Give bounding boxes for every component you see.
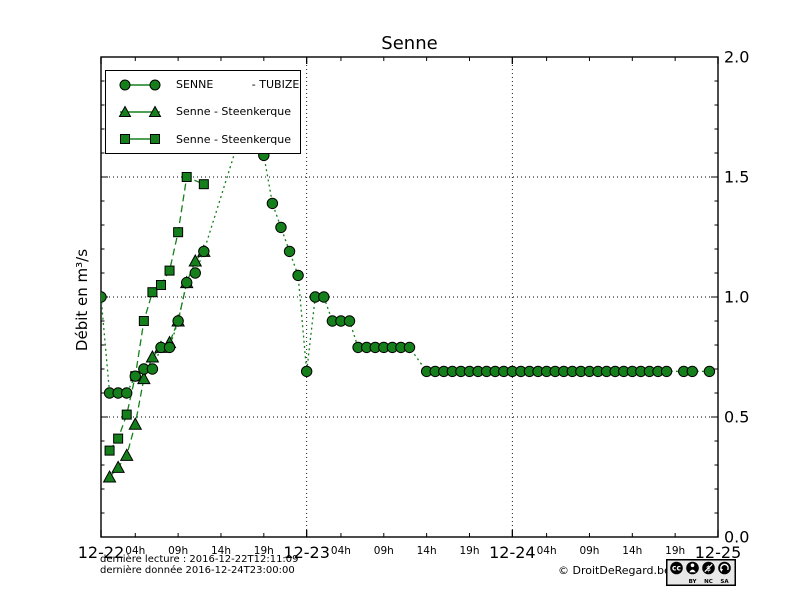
data-point-square <box>147 287 158 298</box>
legend-label-steenkerque-1: Senne - Steenkerque <box>176 105 292 119</box>
x-tick-hour-label: 04h <box>125 545 145 557</box>
x-tick-hour-label: 09h <box>374 545 394 557</box>
x-tick-date-label: 12-23 <box>283 543 330 562</box>
x-tick-hour-label: 14h <box>622 545 642 557</box>
data-point-circle <box>121 387 133 399</box>
data-point-circle <box>198 245 210 258</box>
data-point-square <box>113 433 124 444</box>
legend-label-steenkerque-2: Senne - Steenkerque <box>176 132 292 146</box>
triangle-line-marker-icon <box>118 105 162 117</box>
y-tick-label: 2.0 <box>724 48 749 67</box>
x-tick-date-label: 12-22 <box>78 543 125 562</box>
copyright-text: © DroitDeRegard.be <box>558 564 671 577</box>
x-tick-hour-label: 19h <box>459 545 479 557</box>
legend-item-steenkerque-2: Senne - Steenkerque <box>106 126 300 152</box>
data-point-circle <box>660 365 673 378</box>
cc-sa-label: SA <box>720 579 729 585</box>
data-point-circle <box>163 341 176 354</box>
data-point-triangle <box>128 417 143 430</box>
y-tick-label: 0.0 <box>724 528 749 547</box>
legend-item-tubize: SENNE - TUBIZE <box>106 72 300 98</box>
x-tick-hour-label: 04h <box>331 545 351 557</box>
x-tick-hour-label: 09h <box>168 545 188 557</box>
circle-line-marker-icon <box>119 79 161 91</box>
data-point-circle <box>146 363 159 375</box>
data-point-circle <box>300 365 313 378</box>
x-tick-hour-label: 14h <box>417 545 437 557</box>
data-point-circle <box>292 269 304 282</box>
data-point-circle <box>283 245 296 258</box>
data-point-square <box>138 316 149 326</box>
data-point-square <box>198 179 209 190</box>
data-point-square <box>181 172 192 182</box>
data-point-triangle <box>137 371 151 385</box>
x-tick-date-label: 12-25 <box>695 543 742 562</box>
cc-by-nc-sa-icon: cc $ BY NC SA <box>666 559 736 586</box>
axis-ticks <box>100 57 719 537</box>
footer-status: dernière lecture : 2016-12-22T12:11:09 d… <box>100 554 299 576</box>
data-point-square <box>155 280 166 290</box>
y-axis-label: Débit en m³/s <box>73 248 91 352</box>
data-point-circle <box>101 291 107 303</box>
data-point-square <box>164 265 175 276</box>
data-point-circle <box>343 315 356 327</box>
data-point-circle <box>703 365 716 378</box>
last-data-text: dernière donnée 2016-12-24T23:00:00 <box>100 565 295 576</box>
data-point-circle <box>266 197 279 210</box>
data-point-circle <box>129 370 141 382</box>
attribution-person-icon <box>686 561 699 575</box>
series-layer <box>101 108 716 483</box>
data-point-circle <box>403 341 416 354</box>
legend-item-steenkerque-1: Senne - Steenkerque <box>106 99 300 125</box>
data-point-circle <box>318 291 330 303</box>
data-point-triangle <box>188 253 203 267</box>
legend-label-tubize: SENNE - TUBIZE <box>176 78 300 92</box>
data-point-triangle <box>119 448 134 461</box>
cc-by-label: BY <box>689 579 698 585</box>
last-reading-text: dernière lecture : 2016-12-22T12:11:09 <box>100 554 299 565</box>
data-point-circle <box>172 315 184 327</box>
data-point-triangle <box>145 349 160 363</box>
cc-license-badge[interactable]: cc $ BY NC SA <box>666 559 736 586</box>
legend-box: SENNE - TUBIZE Senne - Steenkerque Senne… <box>105 70 301 154</box>
data-point-square <box>173 227 184 238</box>
y-tick-label: 1.5 <box>724 168 749 187</box>
cc-nc-label: NC <box>704 579 713 585</box>
y-tick-label: 1.0 <box>724 288 749 307</box>
data-point-square <box>104 445 115 456</box>
series-line-square <box>109 176 205 451</box>
cc-icon: cc <box>670 561 683 575</box>
square-line-marker-icon <box>120 134 160 145</box>
x-tick-hour-label: 04h <box>537 545 557 557</box>
non-commercial-icon: $ <box>702 561 715 575</box>
x-tick-date-label: 12-24 <box>489 543 536 562</box>
y-tick-label: 0.5 <box>724 408 749 427</box>
svg-text:cc: cc <box>672 564 681 573</box>
x-tick-hour-label: 19h <box>254 545 274 557</box>
share-alike-icon <box>718 561 731 575</box>
data-point-circle <box>686 365 698 378</box>
x-tick-hour-label: 19h <box>665 545 685 557</box>
x-tick-hour-label: 14h <box>211 545 231 557</box>
series-line-circle <box>101 112 710 394</box>
x-tick-hour-label: 09h <box>579 545 599 557</box>
data-point-square <box>121 409 132 420</box>
chart-title: Senne <box>381 33 438 54</box>
data-point-circle <box>180 276 193 289</box>
data-point-triangle <box>111 460 125 473</box>
data-point-circle <box>189 267 201 279</box>
data-point-circle <box>275 221 287 234</box>
data-point-triangle <box>102 469 117 483</box>
